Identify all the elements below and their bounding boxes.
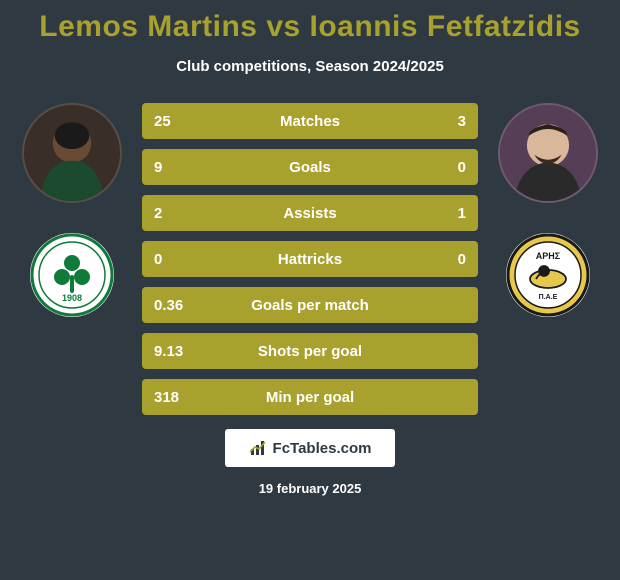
left-side: 1908 bbox=[12, 103, 132, 317]
svg-text:Π.Α.Ε: Π.Α.Ε bbox=[539, 294, 558, 301]
stat-left-value: 9.13 bbox=[154, 343, 204, 360]
club-right-badge: ΑΡΗΣ Π.Α.Ε bbox=[506, 233, 590, 317]
footer: FcTables.com 19 february 2025 bbox=[10, 429, 610, 496]
page-title: Lemos Martins vs Ioannis Fetfatzidis bbox=[10, 10, 610, 44]
date-label: 19 february 2025 bbox=[259, 481, 362, 496]
stat-right-value: 0 bbox=[416, 251, 466, 268]
stat-row-goals: 9 Goals 0 bbox=[142, 149, 478, 185]
stat-left-value: 25 bbox=[154, 113, 204, 130]
player-left-avatar bbox=[22, 103, 122, 203]
stat-label: Assists bbox=[204, 205, 416, 222]
stat-left-value: 318 bbox=[154, 389, 204, 406]
stat-right-value: 0 bbox=[416, 159, 466, 176]
comparison-card: Lemos Martins vs Ioannis Fetfatzidis Clu… bbox=[0, 0, 620, 580]
stats-column: 25 Matches 3 9 Goals 0 2 Assists 1 0 Hat… bbox=[132, 103, 488, 415]
shamrock-badge-icon: 1908 bbox=[30, 233, 114, 317]
aris-badge-icon: ΑΡΗΣ Π.Α.Ε bbox=[506, 233, 590, 317]
person-icon bbox=[24, 105, 120, 201]
stat-label: Matches bbox=[204, 113, 416, 130]
stat-left-value: 2 bbox=[154, 205, 204, 222]
stat-label: Hattricks bbox=[204, 251, 416, 268]
logo-text: FcTables.com bbox=[273, 440, 372, 457]
fctables-logo: FcTables.com bbox=[225, 429, 395, 467]
person-icon bbox=[500, 105, 596, 201]
stat-label: Goals per match bbox=[204, 297, 416, 314]
stat-right-value: 3 bbox=[416, 113, 466, 130]
stat-left-value: 0.36 bbox=[154, 297, 204, 314]
stat-row-assists: 2 Assists 1 bbox=[142, 195, 478, 231]
stat-row-min-per-goal: 318 Min per goal bbox=[142, 379, 478, 415]
stat-right-value: 1 bbox=[416, 205, 466, 222]
right-side: ΑΡΗΣ Π.Α.Ε bbox=[488, 103, 608, 317]
stat-left-value: 0 bbox=[154, 251, 204, 268]
player-right-avatar bbox=[498, 103, 598, 203]
stat-label: Shots per goal bbox=[204, 343, 416, 360]
stat-label: Goals bbox=[204, 159, 416, 176]
stat-row-matches: 25 Matches 3 bbox=[142, 103, 478, 139]
stat-row-shots-per-goal: 9.13 Shots per goal bbox=[142, 333, 478, 369]
stat-label: Min per goal bbox=[204, 389, 416, 406]
stat-row-hattricks: 0 Hattricks 0 bbox=[142, 241, 478, 277]
club-left-year: 1908 bbox=[62, 293, 82, 303]
club-left-badge: 1908 bbox=[30, 233, 114, 317]
subtitle: Club competitions, Season 2024/2025 bbox=[10, 58, 610, 75]
body-row: 1908 25 Matches 3 9 Goals 0 2 Assists 1 … bbox=[10, 103, 610, 415]
stat-row-goals-per-match: 0.36 Goals per match bbox=[142, 287, 478, 323]
club-right-text: ΑΡΗΣ bbox=[536, 251, 561, 261]
bar-chart-icon bbox=[249, 439, 267, 457]
stat-left-value: 9 bbox=[154, 159, 204, 176]
